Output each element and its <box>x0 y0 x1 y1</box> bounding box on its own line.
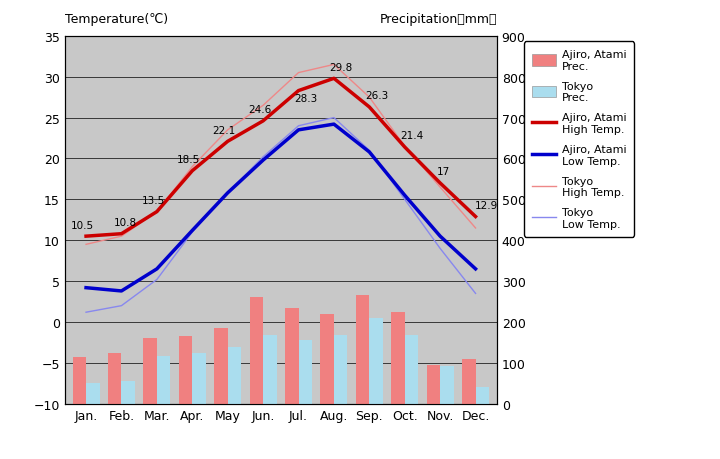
Legend: Ajiro, Atami
Prec., Tokyo
Prec., Ajiro, Atami
High Temp., Ajiro, Atami
Low Temp.: Ajiro, Atami Prec., Tokyo Prec., Ajiro, … <box>524 42 634 237</box>
Text: Temperature(℃): Temperature(℃) <box>65 13 168 26</box>
Bar <box>86 383 99 404</box>
Bar <box>215 329 228 404</box>
Text: 10.8: 10.8 <box>114 218 137 228</box>
Bar <box>228 347 241 404</box>
Bar <box>157 356 171 404</box>
Bar <box>250 298 263 404</box>
Bar <box>391 312 405 404</box>
Bar <box>143 339 157 404</box>
Bar <box>369 318 383 404</box>
Text: 10.5: 10.5 <box>71 220 94 230</box>
Text: 28.3: 28.3 <box>294 94 318 104</box>
Bar <box>320 314 334 404</box>
Text: Precipitation（mm）: Precipitation（mm） <box>379 13 497 26</box>
Bar <box>179 336 192 404</box>
Bar <box>263 336 276 404</box>
Text: 29.8: 29.8 <box>329 62 353 73</box>
Text: 22.1: 22.1 <box>212 125 235 135</box>
Bar <box>356 296 369 404</box>
Text: 13.5: 13.5 <box>142 196 165 206</box>
Bar <box>427 365 440 404</box>
Bar <box>285 308 299 404</box>
Bar <box>475 387 489 404</box>
Text: 21.4: 21.4 <box>400 131 423 141</box>
Bar <box>334 336 347 404</box>
Text: 24.6: 24.6 <box>248 105 271 115</box>
Text: 18.5: 18.5 <box>177 155 200 165</box>
Bar <box>299 340 312 404</box>
Bar <box>108 353 122 404</box>
Text: 17: 17 <box>437 167 450 177</box>
Bar <box>462 359 475 404</box>
Bar <box>122 381 135 404</box>
Text: 12.9: 12.9 <box>474 201 498 211</box>
Text: 26.3: 26.3 <box>365 91 388 101</box>
Bar <box>73 357 86 404</box>
Bar <box>192 353 206 404</box>
Bar <box>440 366 454 404</box>
Bar <box>405 336 418 404</box>
